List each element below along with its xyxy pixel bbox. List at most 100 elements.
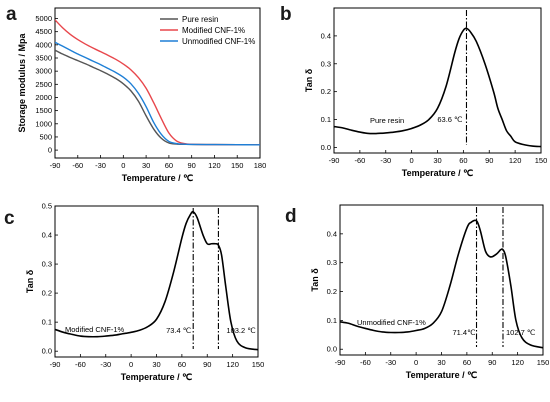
y-tick-label: 0.4 (321, 31, 331, 40)
x-tick-label: 90 (203, 360, 211, 369)
y-tick-label: 3000 (35, 67, 52, 76)
series-label: Modified CNF-1% (65, 325, 125, 334)
x-tick-label: 0 (414, 358, 418, 367)
x-tick-label: 0 (121, 161, 125, 170)
y-tick-label: 1500 (35, 106, 52, 115)
x-tick-label: 30 (433, 156, 441, 165)
peak-label: 103.2 ℃ (226, 326, 256, 335)
y-tick-label: 0.1 (327, 316, 337, 325)
x-tick-label: -30 (385, 358, 396, 367)
y-tick-label: 0 (48, 146, 52, 155)
y-tick-label: 4500 (35, 27, 52, 36)
x-tick-label: 60 (165, 161, 173, 170)
x-tick-label: 30 (437, 358, 445, 367)
x-tick-label: 120 (208, 161, 221, 170)
chart-panel-a: a -90 -60 -30 0 30 60 90 120 150 180 0 500 1000 1500 20… (6, 4, 266, 183)
y-tick-label: 4000 (35, 40, 52, 49)
y-tick-label: 0.2 (321, 87, 331, 96)
x-tick-label: 0 (410, 156, 414, 165)
y-tick-label: 5000 (35, 14, 52, 23)
x-tick-label: 120 (509, 156, 522, 165)
x-tick-label: -60 (72, 161, 83, 170)
x-tick-label: 120 (511, 358, 524, 367)
x-tick-label: -30 (380, 156, 391, 165)
x-tick-label: -60 (360, 358, 371, 367)
chart-panel-d: d -90 -60 -30 0 30 60 90 120 150 0.0 0.1 0.2 0.3 0.4 Te… (285, 204, 550, 380)
x-tick-label: 90 (488, 358, 496, 367)
chart-legend: Pure resin Modified CNF-1% Unmodified CNF-… (160, 15, 255, 46)
panel-letter: d (285, 206, 297, 227)
x-tick-label: -90 (50, 161, 61, 170)
y-tick-label: 2000 (35, 93, 52, 102)
y-tick-label: 0.1 (321, 115, 331, 124)
y-tick-label: 0.4 (42, 231, 52, 240)
panel-letter: a (6, 4, 17, 25)
chart-panel-b: b -90 -60 -30 0 30 60 90 120 150 0.0 0.1 0.2 0.3 0.4 Te… (280, 4, 547, 178)
x-tick-label: 30 (152, 360, 160, 369)
x-tick-label: 90 (187, 161, 195, 170)
x-tick-label: 180 (254, 161, 267, 170)
x-tick-label: -90 (329, 156, 340, 165)
y-tick-label: 3500 (35, 54, 52, 63)
y-tick-label: 2500 (35, 80, 52, 89)
y-tick-label: 500 (39, 132, 52, 141)
y-tick-label: 0.5 (42, 202, 52, 211)
panel-letter: c (4, 208, 15, 229)
x-tick-label: -90 (335, 358, 346, 367)
series-line-pure-resin (55, 49, 260, 146)
x-tick-label: 120 (226, 360, 239, 369)
legend-label: Pure resin (182, 15, 218, 24)
peak-label: 73.4 ℃ (166, 326, 192, 335)
y-axis-title: Storage modulus / Mpa (17, 33, 27, 133)
y-tick-label: 0.0 (42, 347, 52, 356)
y-tick-label: 0.3 (321, 59, 331, 68)
y-tick-label: 0.2 (327, 287, 337, 296)
y-axis-title: Tan δ (304, 68, 314, 92)
plot-frame (54, 7, 261, 159)
series-line-tan-delta-d (340, 219, 543, 349)
x-axis-title: Temperature / ℃ (406, 370, 477, 380)
y-tick-label: 0.3 (42, 260, 52, 269)
legend-label: Modified CNF-1% (182, 26, 245, 35)
y-tick-label: 0.4 (327, 229, 337, 238)
x-tick-label: 0 (129, 360, 133, 369)
x-tick-label: -60 (75, 360, 86, 369)
y-tick-label: 0.0 (327, 345, 337, 354)
x-tick-label: 60 (178, 360, 186, 369)
x-tick-label: -30 (100, 360, 111, 369)
x-axis-title: Temperature / ℃ (122, 173, 193, 183)
y-tick-label: 0.0 (321, 143, 331, 152)
series-label: Unmodified CNF-1% (357, 318, 426, 327)
peak-label: 71.4℃ (452, 328, 476, 337)
series-line-tan-delta-b (334, 27, 541, 148)
peak-label: 63.6 ℃ (437, 115, 463, 124)
series-line-unmodified-cnf-1- (55, 41, 260, 146)
x-tick-label: 150 (535, 156, 548, 165)
x-axis-title: Temperature / ℃ (402, 168, 473, 178)
plot-frame (333, 7, 542, 154)
y-tick-label: 0.1 (42, 318, 52, 327)
x-tick-label: -30 (95, 161, 106, 170)
y-axis-title: Tan δ (310, 268, 320, 292)
series-label: Pure resin (370, 116, 404, 125)
y-tick-label: 0.3 (327, 258, 337, 267)
chart-panel-c: c -90 -60 -30 0 30 60 90 120 150 0.0 0.1 0.2 0.3 0.4 0.… (4, 202, 264, 383)
y-tick-label: 0.2 (42, 289, 52, 298)
x-tick-label: -60 (354, 156, 365, 165)
y-axis-title: Tan δ (25, 269, 35, 293)
x-tick-label: 60 (463, 358, 471, 367)
x-tick-label: -90 (50, 360, 61, 369)
x-tick-label: 150 (537, 358, 550, 367)
x-tick-label: 150 (252, 360, 265, 369)
y-tick-label: 1000 (35, 119, 52, 128)
peak-label: 102.7 ℃ (506, 328, 536, 337)
series-line-tan-delta-c (55, 210, 258, 351)
panel-letter: b (280, 4, 292, 25)
legend-label: Unmodified CNF-1% (182, 37, 255, 46)
x-tick-label: 30 (142, 161, 150, 170)
x-tick-label: 150 (231, 161, 244, 170)
x-tick-label: 60 (459, 156, 467, 165)
x-tick-label: 90 (485, 156, 493, 165)
x-axis-title: Temperature / ℃ (121, 372, 192, 382)
